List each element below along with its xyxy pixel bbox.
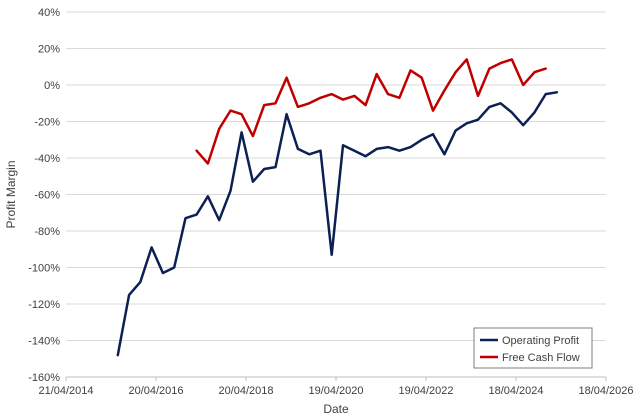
y-tick-label: -140% — [28, 336, 60, 348]
series-line-operating-profit — [116, 91, 559, 357]
x-tick-label: 18/04/2026 — [578, 385, 633, 397]
legend-box — [473, 327, 593, 369]
x-tick-label: 21/04/2014 — [38, 385, 93, 397]
series-layer — [116, 58, 559, 357]
series-line-free-cash-flow — [195, 58, 547, 165]
axis-layer: 40% 20% 0% -20% -40% -60% -80% -100% -120% -140% -… — [4, 7, 634, 416]
x-tick-label: 19/04/2022 — [398, 385, 453, 397]
x-tick-label: 19/04/2020 — [308, 385, 363, 397]
y-tick-label: -20% — [34, 117, 60, 129]
legend-label: Operating Profit — [502, 335, 579, 347]
x-axis-title: Date — [323, 402, 349, 416]
y-tick-label: -100% — [28, 263, 60, 275]
x-tick-label: 20/04/2016 — [128, 385, 183, 397]
y-tick-label: 20% — [38, 44, 60, 56]
y-tick-label: 40% — [38, 7, 60, 19]
y-tick-label: -160% — [28, 372, 60, 384]
legend-label: Free Cash Flow — [502, 352, 580, 364]
legend: Operating Profit Free Cash Flow — [473, 327, 593, 369]
y-tick-label: -120% — [28, 299, 60, 311]
y-tick-label: -60% — [34, 190, 60, 202]
y-axis-title: Profit Margin — [4, 160, 18, 228]
x-tick-label: 20/04/2018 — [218, 385, 273, 397]
y-tick-label: 0% — [44, 80, 60, 92]
y-tick-label: -40% — [34, 153, 60, 165]
grid-layer — [66, 11, 606, 378]
x-tick-label: 18/04/2024 — [488, 385, 543, 397]
y-tick-label: -80% — [34, 226, 60, 238]
